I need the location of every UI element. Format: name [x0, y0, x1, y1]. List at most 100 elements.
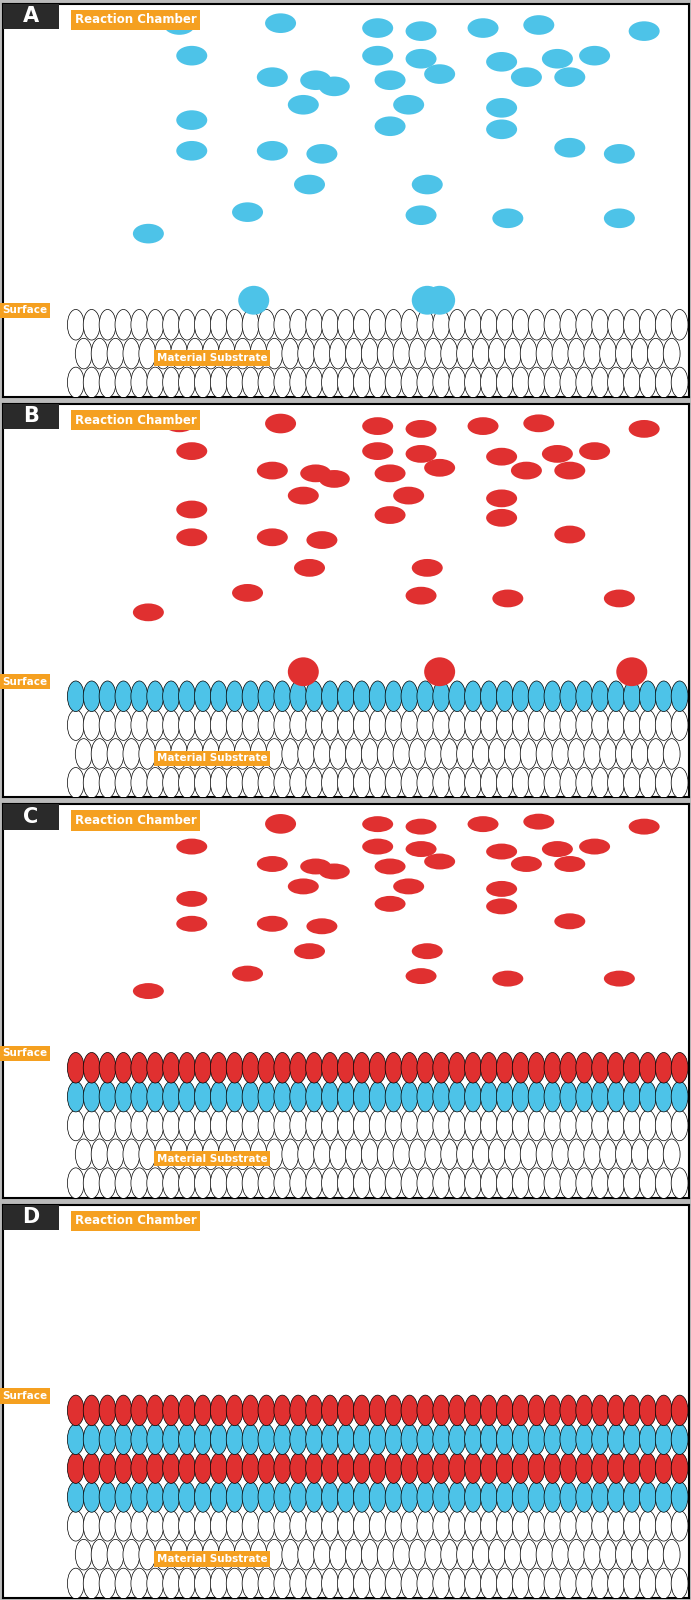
- Ellipse shape: [67, 1424, 84, 1454]
- Ellipse shape: [99, 1453, 116, 1483]
- Ellipse shape: [146, 710, 164, 741]
- Ellipse shape: [234, 1539, 251, 1570]
- Ellipse shape: [623, 682, 641, 712]
- Ellipse shape: [629, 819, 660, 835]
- Ellipse shape: [250, 1539, 267, 1570]
- Text: Material Substrate: Material Substrate: [157, 754, 267, 763]
- Ellipse shape: [162, 1053, 180, 1083]
- Ellipse shape: [496, 1510, 513, 1541]
- Ellipse shape: [274, 1168, 291, 1198]
- Ellipse shape: [385, 1482, 402, 1512]
- Ellipse shape: [369, 1168, 386, 1198]
- Ellipse shape: [528, 682, 545, 712]
- Ellipse shape: [294, 558, 325, 576]
- Ellipse shape: [448, 1053, 466, 1083]
- Ellipse shape: [305, 1110, 323, 1141]
- Ellipse shape: [67, 1482, 84, 1512]
- Ellipse shape: [210, 1482, 227, 1512]
- Ellipse shape: [544, 1510, 561, 1541]
- Ellipse shape: [194, 1082, 211, 1112]
- Ellipse shape: [83, 1482, 100, 1512]
- Ellipse shape: [600, 1539, 616, 1570]
- Ellipse shape: [401, 309, 418, 341]
- Ellipse shape: [258, 309, 275, 341]
- Ellipse shape: [83, 1168, 100, 1198]
- Ellipse shape: [330, 338, 346, 370]
- Ellipse shape: [337, 309, 354, 341]
- Ellipse shape: [377, 1139, 394, 1170]
- Ellipse shape: [115, 1510, 132, 1541]
- Ellipse shape: [512, 1168, 529, 1198]
- Ellipse shape: [464, 1510, 482, 1541]
- Ellipse shape: [75, 739, 92, 770]
- Ellipse shape: [480, 1568, 498, 1598]
- Ellipse shape: [607, 1482, 625, 1512]
- Ellipse shape: [258, 1168, 275, 1198]
- Ellipse shape: [489, 338, 505, 370]
- Ellipse shape: [75, 1539, 92, 1570]
- Ellipse shape: [377, 739, 394, 770]
- Ellipse shape: [257, 462, 288, 480]
- Ellipse shape: [131, 682, 148, 712]
- Ellipse shape: [406, 842, 437, 858]
- Ellipse shape: [107, 739, 124, 770]
- Ellipse shape: [290, 1168, 307, 1198]
- Ellipse shape: [544, 1424, 561, 1454]
- Ellipse shape: [616, 658, 647, 686]
- Ellipse shape: [162, 309, 180, 341]
- Ellipse shape: [623, 366, 641, 398]
- Ellipse shape: [131, 1453, 148, 1483]
- Ellipse shape: [123, 1139, 140, 1170]
- Ellipse shape: [194, 1110, 211, 1141]
- Ellipse shape: [480, 1424, 498, 1454]
- Ellipse shape: [155, 1139, 171, 1170]
- Ellipse shape: [448, 1395, 466, 1426]
- Ellipse shape: [655, 1082, 672, 1112]
- Ellipse shape: [647, 338, 664, 370]
- Ellipse shape: [604, 144, 635, 163]
- Ellipse shape: [448, 1424, 466, 1454]
- Ellipse shape: [393, 94, 424, 115]
- Ellipse shape: [473, 1139, 489, 1170]
- Ellipse shape: [671, 1482, 688, 1512]
- Ellipse shape: [544, 710, 561, 741]
- Ellipse shape: [321, 1482, 339, 1512]
- Ellipse shape: [99, 309, 116, 341]
- Ellipse shape: [639, 1053, 656, 1083]
- Ellipse shape: [266, 338, 283, 370]
- Ellipse shape: [600, 338, 616, 370]
- Ellipse shape: [401, 366, 418, 398]
- Ellipse shape: [512, 1424, 529, 1454]
- Ellipse shape: [385, 1453, 402, 1483]
- Ellipse shape: [178, 710, 196, 741]
- Ellipse shape: [178, 768, 196, 798]
- Ellipse shape: [319, 470, 350, 488]
- Ellipse shape: [623, 1568, 641, 1598]
- Ellipse shape: [258, 768, 275, 798]
- Ellipse shape: [321, 1168, 339, 1198]
- Ellipse shape: [290, 1053, 307, 1083]
- Ellipse shape: [83, 309, 100, 341]
- Ellipse shape: [401, 1510, 418, 1541]
- Ellipse shape: [671, 1395, 688, 1426]
- Ellipse shape: [176, 442, 207, 461]
- Ellipse shape: [265, 414, 296, 434]
- Ellipse shape: [319, 77, 350, 96]
- Ellipse shape: [294, 174, 325, 194]
- Ellipse shape: [115, 710, 132, 741]
- Ellipse shape: [663, 1139, 680, 1170]
- Ellipse shape: [290, 1453, 307, 1483]
- Ellipse shape: [305, 1510, 323, 1541]
- Ellipse shape: [464, 1482, 482, 1512]
- Ellipse shape: [176, 891, 207, 907]
- Ellipse shape: [406, 587, 437, 605]
- Ellipse shape: [560, 1168, 577, 1198]
- Ellipse shape: [194, 1510, 211, 1541]
- Ellipse shape: [162, 1510, 180, 1541]
- Ellipse shape: [393, 1139, 410, 1170]
- Ellipse shape: [464, 710, 482, 741]
- Ellipse shape: [218, 1539, 235, 1570]
- Ellipse shape: [375, 464, 406, 482]
- Ellipse shape: [591, 1482, 609, 1512]
- Ellipse shape: [671, 682, 688, 712]
